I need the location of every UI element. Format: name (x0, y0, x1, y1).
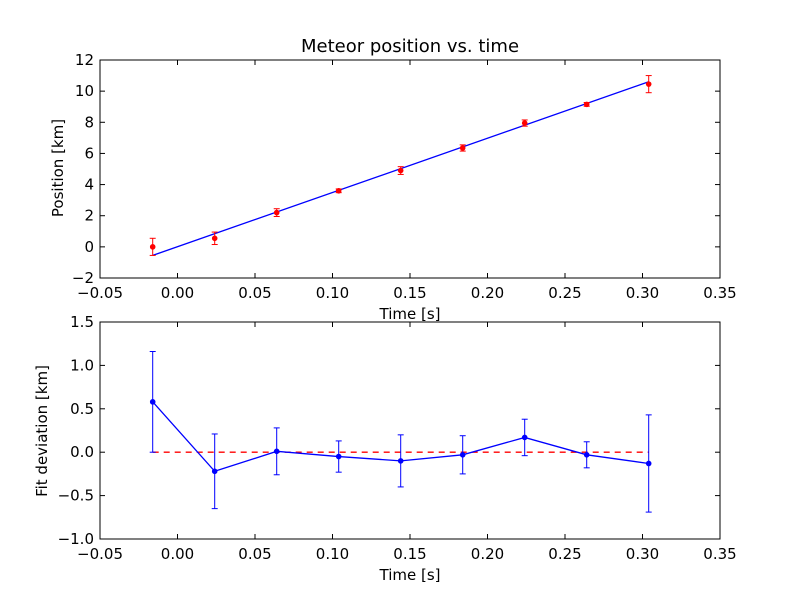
data-point (645, 460, 652, 467)
y-axis-label: Position [km] (49, 119, 67, 217)
data-point (397, 167, 404, 174)
x-tick-label: 0.30 (626, 284, 659, 302)
x-tick-label: 0.30 (626, 545, 659, 563)
x-axis-label: Time [s] (379, 566, 441, 584)
data-point (149, 399, 156, 405)
y-tick-label: −0.5 (58, 487, 94, 505)
y-axis-label: Fit deviation [km] (33, 365, 51, 497)
y-tick-label: 4 (84, 176, 94, 194)
data-point (273, 448, 280, 455)
x-tick-label: 0.15 (393, 284, 426, 302)
y-tick-label: 8 (84, 113, 94, 131)
x-tick-label: 0.10 (316, 284, 349, 302)
data-point (335, 188, 342, 194)
y-tick-label: 2 (84, 207, 94, 225)
data-point (335, 453, 342, 460)
data-point (645, 81, 652, 87)
y-tick-label: 6 (84, 144, 94, 162)
x-tick-label: 0.25 (548, 545, 581, 563)
x-tick-label: 0.05 (238, 284, 271, 302)
deviation-plot-area: −0.05 0.00 0.05 0.10 0.15 0.20 0.25 0.30 0.35 −1.… (58, 313, 737, 563)
deviation-chart: −0.05 0.00 0.05 0.10 0.15 0.20 0.25 0.30 0.35 −1.… (33, 313, 737, 584)
x-tick-label: 0.20 (471, 284, 504, 302)
y-tick-label: 0.5 (70, 400, 94, 418)
x-tick-label: 0.35 (703, 545, 736, 563)
data-point (521, 120, 528, 126)
x-tick-label: 0.00 (161, 545, 194, 563)
data-point (397, 458, 404, 464)
data-point (459, 145, 466, 151)
x-tick-label: 0.20 (471, 545, 504, 563)
position-plot-area: −0.05 0.00 0.05 0.10 0.15 0.20 0.25 0.30 0.35 −2 0… (72, 51, 737, 302)
x-tick-label: 0.35 (703, 284, 736, 302)
y-tick-label: 1.0 (70, 356, 94, 374)
y-tick-label: 0.0 (70, 443, 94, 461)
data-point (583, 101, 590, 108)
data-point (521, 434, 528, 441)
x-axis-label: Time [s] (379, 305, 441, 323)
x-tick-label: 0.10 (316, 545, 349, 563)
x-tick-label: 0.25 (548, 284, 581, 302)
y-tick-label: 1.5 (70, 313, 94, 331)
x-tick-label: 0.15 (393, 545, 426, 563)
data-point (583, 452, 590, 458)
x-tick-label: 0.00 (161, 284, 194, 302)
position-chart: Meteor position vs. time −0.05 0.00 0.05 0.… (49, 36, 737, 323)
chart-title: Meteor position vs. time (301, 36, 519, 57)
x-tick-label: −0.05 (77, 284, 123, 302)
x-tick-label: 0.05 (238, 545, 271, 563)
y-tick-label: 0 (84, 238, 94, 256)
data-point (211, 468, 218, 475)
y-tick-label: 10 (75, 82, 94, 100)
y-tick-label: −2 (72, 269, 94, 287)
data-point (149, 244, 156, 250)
x-tick-label: −0.05 (77, 545, 123, 563)
y-tick-label: −1.0 (58, 530, 94, 548)
y-tick-label: 12 (75, 51, 94, 69)
data-point (459, 452, 466, 458)
data-point (273, 209, 280, 216)
data-point (211, 235, 218, 242)
